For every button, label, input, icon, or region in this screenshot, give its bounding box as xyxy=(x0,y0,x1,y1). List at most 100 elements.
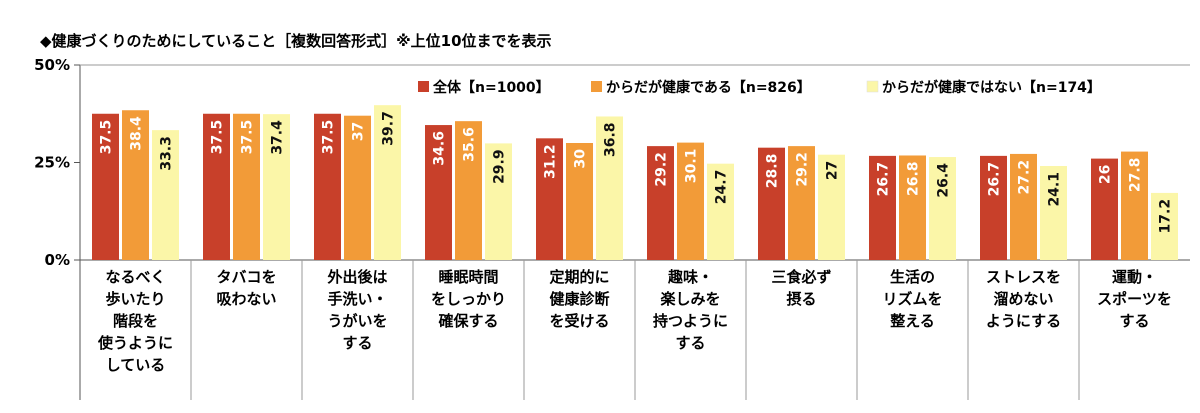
bar xyxy=(374,105,401,260)
bar xyxy=(485,143,512,260)
bar-value-label: 27.8 xyxy=(1128,158,1144,193)
bar-value-label: 34.6 xyxy=(432,131,448,166)
bar xyxy=(1151,192,1178,260)
bar-value-label: 37.4 xyxy=(270,120,286,155)
bar-value-label: 26.4 xyxy=(936,163,952,198)
x-tick-label: 吸わない xyxy=(216,290,276,308)
bar-value-label: 31.2 xyxy=(543,144,559,179)
bar-value-label: 36.8 xyxy=(603,122,619,157)
x-tick-label: 確保する xyxy=(437,312,498,330)
bar xyxy=(677,142,704,260)
bar-value-label: 17.2 xyxy=(1158,199,1174,234)
bar xyxy=(707,163,734,260)
bar-value-label: 37.5 xyxy=(99,120,115,155)
x-tick-label: 睡眠時間 xyxy=(438,268,498,286)
x-tick-label: をしっかり xyxy=(431,290,506,308)
bar xyxy=(1121,151,1148,260)
x-tick-label: 三食必ず xyxy=(771,268,831,286)
plot-area: 0% 25% 50% 37.5 38.4 33.3 なるべく歩いたり階段を使うようにしている… xyxy=(34,56,1190,400)
legend-swatch xyxy=(418,81,429,92)
x-tick-label: ようにする xyxy=(986,312,1061,330)
bar xyxy=(788,146,815,260)
x-tick-label: する xyxy=(1119,312,1149,330)
bar-value-label: 26.7 xyxy=(987,162,1003,197)
x-tick-label: タバコを xyxy=(216,268,276,286)
bar xyxy=(647,146,674,260)
bar xyxy=(233,113,260,260)
x-tick-label: スポーツを xyxy=(1097,290,1172,308)
x-tick-label: うがいを xyxy=(327,312,387,330)
x-tick-label: 健康診断 xyxy=(549,290,609,308)
bar xyxy=(1091,158,1118,260)
bar-value-label: 30.1 xyxy=(684,149,700,184)
legend-label: 全体【n=1000】 xyxy=(432,79,550,96)
bar-value-label: 26.7 xyxy=(876,162,892,197)
bar-value-label: 24.1 xyxy=(1047,172,1063,207)
y-tick-label: 0% xyxy=(45,251,70,269)
x-tick-label: 定期的に xyxy=(549,268,609,286)
legend-label: からだが健康ではない【n=174】 xyxy=(882,79,1101,96)
bar xyxy=(929,157,956,260)
x-tick-label: 整える xyxy=(890,312,935,330)
x-tick-label: している xyxy=(106,356,166,374)
y-tick-label: 50% xyxy=(34,56,70,74)
bar xyxy=(1040,166,1067,260)
bar xyxy=(758,147,785,260)
x-tick-label: を受ける xyxy=(549,312,609,330)
bar xyxy=(566,143,593,260)
x-tick-label: 歩いたり xyxy=(105,290,165,308)
bar xyxy=(596,116,623,260)
bar xyxy=(425,125,452,260)
bar xyxy=(899,155,926,260)
legend: 全体【n=1000】 からだが健康である【n=826】 からだが健康ではない【n=1… xyxy=(418,79,1101,96)
bar xyxy=(152,130,179,260)
bar xyxy=(1010,153,1037,260)
bar-value-label: 27.2 xyxy=(1017,160,1033,195)
bar xyxy=(122,110,149,261)
x-tick-label: 楽しみを xyxy=(660,290,720,308)
x-tick-label: 階段を xyxy=(113,312,158,330)
bar xyxy=(344,115,371,260)
bar-value-label: 37.5 xyxy=(210,120,226,155)
x-tick-label: する xyxy=(342,334,372,352)
x-tick-label: リズムを xyxy=(882,290,942,308)
bar xyxy=(980,155,1007,260)
bar-value-label: 37.5 xyxy=(240,120,256,155)
x-tick-label: ストレスを xyxy=(986,268,1061,286)
bar-value-label: 38.4 xyxy=(129,116,145,151)
legend-label: からだが健康である【n=826】 xyxy=(606,79,811,96)
x-tick-label: 使うように xyxy=(97,334,173,352)
bar-value-label: 26 xyxy=(1098,165,1114,184)
x-tick-label: 外出後は xyxy=(326,268,387,286)
bar-value-label: 30 xyxy=(573,149,589,169)
bar-value-label: 29.2 xyxy=(795,152,811,187)
bar-value-label: 39.7 xyxy=(381,111,397,146)
x-tick-label: 溜めない xyxy=(993,290,1053,308)
legend-swatch xyxy=(866,80,879,93)
y-tick-label: 25% xyxy=(34,154,70,172)
bar-value-label: 29.9 xyxy=(492,149,508,184)
x-tick-label: 生活の xyxy=(890,268,935,286)
legend-swatch xyxy=(591,81,602,92)
bar-value-label: 35.6 xyxy=(462,127,478,162)
bar-value-label: 33.3 xyxy=(159,136,175,171)
bar xyxy=(314,113,341,260)
bar-value-label: 24.7 xyxy=(714,170,730,205)
bar xyxy=(536,138,563,260)
bar xyxy=(263,114,290,260)
x-tick-label: 趣味・ xyxy=(667,268,713,286)
bar-value-label: 29.2 xyxy=(654,152,670,187)
bar xyxy=(455,121,482,260)
x-tick-label: 持つように xyxy=(653,312,728,330)
bar-value-label: 26.8 xyxy=(906,161,922,196)
bar xyxy=(92,113,119,260)
bar-value-label: 28.8 xyxy=(765,154,781,189)
bar-value-label: 37 xyxy=(351,122,367,141)
bar xyxy=(203,113,230,260)
x-tick-label: 手洗い・ xyxy=(327,290,387,308)
bar xyxy=(818,154,845,260)
bar-value-label: 37.5 xyxy=(321,120,337,155)
x-tick-label: する xyxy=(675,334,705,352)
bar xyxy=(869,155,896,260)
